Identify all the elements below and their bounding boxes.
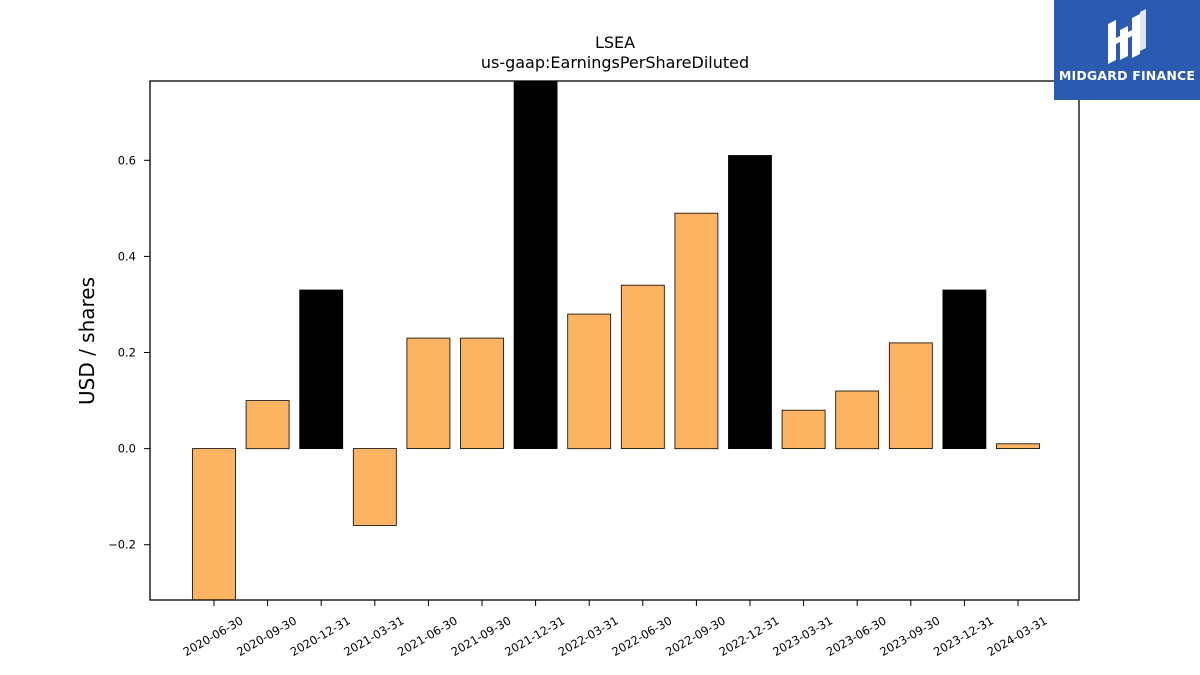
bar-2021-12-31 — [513, 80, 558, 450]
bar-2023-03-31 — [781, 409, 826, 450]
bar-2023-09-30 — [888, 342, 933, 449]
logo-text: MIDGARD FINANCE — [1058, 68, 1196, 83]
x-tick-label: 2020-06-30 — [181, 613, 246, 659]
x-tick-label: 2020-09-30 — [234, 613, 299, 659]
x-tick-label: 2023-03-31 — [770, 613, 835, 659]
bar-2020-12-31 — [299, 289, 344, 450]
x-tick-label: 2024-03-31 — [985, 613, 1050, 659]
bar-2020-06-30 — [192, 448, 236, 601]
bar-2022-03-31 — [567, 313, 612, 450]
x-tick-label: 2021-03-31 — [341, 613, 406, 659]
x-tick-label: 2023-06-30 — [824, 613, 889, 659]
x-tick-label: 2022-06-30 — [609, 613, 674, 659]
y-tick-label: 0.4 — [118, 249, 136, 263]
y-tick-label: −0.2 — [108, 538, 136, 552]
y-tick-label: 0.0 — [118, 442, 136, 456]
x-ticks-group: 2020-06-302020-09-302020-12-312021-03-31… — [181, 600, 1050, 659]
bar-2022-09-30 — [674, 212, 719, 450]
bar-2022-12-31 — [728, 155, 772, 450]
bar-2022-06-30 — [620, 284, 665, 450]
bar-2020-09-30 — [245, 400, 290, 450]
x-tick-label: 2023-12-31 — [931, 613, 996, 659]
bar-2023-12-31 — [942, 289, 987, 450]
x-tick-label: 2022-09-30 — [663, 613, 728, 659]
x-tick-label: 2022-12-31 — [717, 613, 782, 659]
bar-2021-06-30 — [406, 337, 451, 450]
chart-title: LSEA — [595, 33, 635, 52]
x-tick-label: 2021-06-30 — [395, 613, 460, 659]
bar-2021-09-30 — [460, 337, 504, 450]
x-tick-label: 2020-12-31 — [288, 613, 353, 659]
x-tick-label: 2022-03-31 — [556, 613, 621, 659]
bar-2021-03-31 — [352, 448, 397, 526]
x-tick-label: 2021-12-31 — [502, 613, 567, 659]
bar-2024-03-31 — [996, 443, 1040, 449]
chart-subtitle: us-gaap:EarningsPerShareDiluted — [481, 53, 749, 72]
bars-group — [192, 80, 1040, 601]
y-axis-label: USD / shares — [75, 277, 99, 405]
y-tick-label: 0.6 — [118, 153, 136, 167]
x-tick-label: 2021-09-30 — [449, 613, 514, 659]
y-ticks-group: −0.2 0.0 0.2 0.4 0.6 — [108, 153, 150, 552]
bar-2023-06-30 — [835, 390, 880, 450]
midgard-finance-logo: MIDGARD FINANCE — [1054, 0, 1200, 100]
midgard-logo-icon — [1108, 9, 1146, 64]
x-tick-label: 2023-09-30 — [877, 613, 942, 659]
plot-frame — [149, 80, 1080, 601]
y-tick-label: 0.2 — [118, 346, 136, 360]
